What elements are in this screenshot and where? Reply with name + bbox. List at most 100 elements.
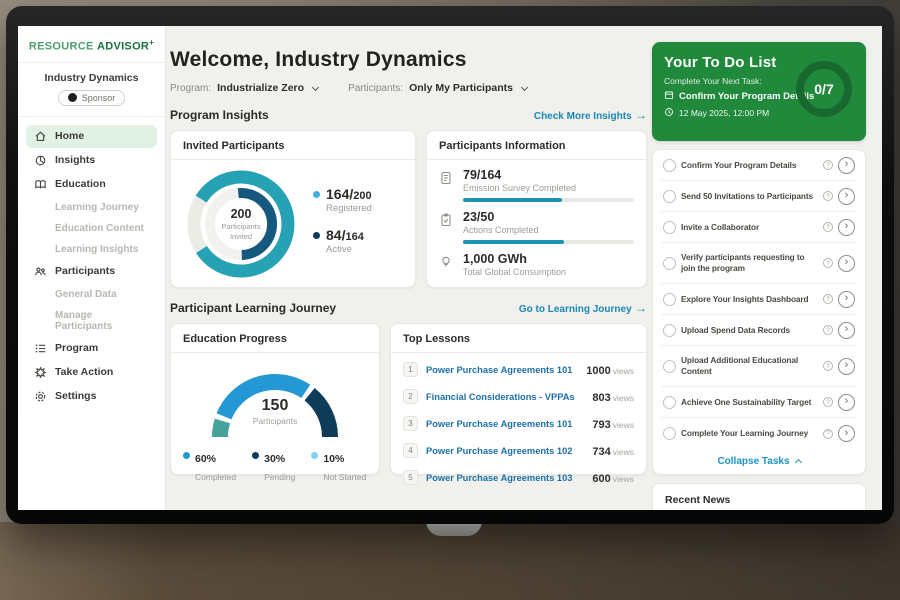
todo-progress-ring: 0/7 — [795, 60, 853, 118]
org-name: Industry Dynamics — [44, 71, 139, 84]
help-icon[interactable] — [823, 361, 833, 371]
lesson-rank: 5 — [403, 470, 418, 485]
sidebar-item-learning-insights[interactable]: Learning Insights — [55, 243, 139, 255]
task-checkbox[interactable] — [663, 359, 676, 373]
sidebar-item-program[interactable]: Program — [26, 337, 157, 360]
clock-icon — [664, 107, 674, 119]
task-checkbox[interactable] — [663, 256, 676, 270]
lesson-title-link[interactable]: Power Purchase Agreements 101 — [426, 364, 573, 375]
legend-label: Registered — [326, 203, 372, 214]
task-row: Send 50 Invitations to Participants — [661, 181, 857, 212]
app-logo: RESOURCE ADVISOR+ — [18, 26, 165, 63]
lesson-title-link[interactable]: Power Purchase Agreements 102 — [426, 445, 573, 456]
go-to-learning-journey-link[interactable]: Go to Learning Journey — [519, 301, 647, 315]
stat-label: Actions Completed — [463, 225, 539, 235]
sidebar-item-manage-participants[interactable]: Manage Participants — [55, 309, 113, 332]
chevron-right-icon[interactable] — [838, 254, 855, 272]
task-label: Achieve One Sustainability Target — [681, 396, 812, 407]
lesson-row: 3 Power Purchase Agreements 101 793 views — [391, 410, 646, 437]
sidebar-item-learning-journey[interactable]: Learning Journey — [55, 201, 139, 213]
task-label: Verify participants requesting to join t… — [681, 252, 805, 273]
calendar-icon — [664, 90, 674, 103]
sidebar-item-insights[interactable]: Insights — [26, 149, 157, 172]
task-checkbox[interactable] — [663, 220, 676, 234]
gauge-center-label: 150 Participants — [185, 397, 365, 426]
education-progress-card: Education Progress 150 Participants 60% C… — [170, 323, 380, 482]
help-icon[interactable] — [823, 222, 833, 232]
legend-dot — [313, 190, 320, 198]
task-checkbox[interactable] — [663, 323, 676, 337]
task-checkbox[interactable] — [663, 395, 676, 409]
sidebar-item-home[interactable]: Home — [26, 124, 157, 148]
check-more-insights-link[interactable]: Check More Insights — [534, 108, 647, 122]
chevron-right-icon[interactable] — [838, 357, 855, 375]
legend-total: 200 — [353, 190, 372, 202]
stat-label: Emission Survey Completed — [463, 183, 577, 193]
lesson-views-suffix: views — [612, 392, 634, 403]
lesson-row: 2 Financial Considerations - VPPAs 803 vi… — [391, 383, 646, 410]
help-icon[interactable] — [823, 397, 833, 407]
sidebar-item-education-content[interactable]: Education Content — [55, 222, 144, 234]
legend-item-registered: 164/200 Registered — [313, 186, 372, 214]
lesson-rank: 1 — [403, 362, 418, 377]
progress-bar — [463, 240, 634, 244]
sidebar-item-participants[interactable]: Participants — [26, 260, 157, 283]
chevron-right-icon[interactable] — [838, 187, 855, 205]
chevron-right-icon[interactable] — [838, 425, 855, 442]
help-icon[interactable] — [823, 191, 833, 201]
chevron-right-icon[interactable] — [838, 218, 855, 236]
survey-icon — [439, 171, 454, 186]
chevron-up-icon — [794, 458, 802, 467]
task-checkbox[interactable] — [663, 427, 676, 440]
program-filter[interactable]: Program: Industrialize Zero — [170, 82, 320, 94]
participants-filter-label: Participants: — [348, 82, 404, 94]
chevron-down-icon — [520, 83, 529, 91]
help-icon[interactable] — [823, 294, 833, 304]
collapse-tasks-link[interactable]: Collapse Tasks — [661, 449, 857, 474]
monitor-stand — [426, 521, 482, 536]
chevron-right-icon[interactable] — [838, 156, 855, 174]
sidebar-item-education[interactable]: Education — [26, 173, 157, 196]
lesson-rank: 2 — [403, 389, 418, 404]
participants-filter[interactable]: Participants: Only My Participants — [348, 82, 529, 94]
lesson-row: 1 Power Purchase Agreements 101 1000 view… — [391, 356, 646, 383]
lesson-title-link[interactable]: Power Purchase Agreements 101 — [426, 418, 573, 429]
sponsor-badge-label: Sponsor — [81, 92, 116, 103]
legend-dot — [183, 452, 190, 459]
sidebar-item-general-data[interactable]: General Data — [55, 288, 117, 300]
section-title: Participant Learning Journey — [170, 301, 337, 315]
participants-information-card: Participants Information 79/164 Emission… — [426, 130, 647, 288]
sidebar-item-take-action[interactable]: Take Action — [26, 361, 157, 384]
lesson-title-link[interactable]: Financial Considerations - VPPAs — [426, 391, 575, 402]
task-row: Complete Your Learning Journey — [661, 418, 857, 449]
invited-donut-chart: 200 Participants Invited — [183, 166, 299, 282]
task-label: Send 50 Invitations to Participants — [681, 190, 814, 201]
legend-dot — [252, 452, 260, 459]
chevron-right-icon[interactable] — [838, 393, 855, 411]
task-row: Verify participants requesting to join t… — [661, 243, 857, 284]
chevron-down-icon — [312, 83, 320, 91]
help-icon[interactable] — [823, 258, 833, 268]
progress-ring-svg — [796, 61, 852, 117]
sidebar-item-settings[interactable]: Settings — [26, 385, 157, 408]
task-checkbox[interactable] — [663, 158, 676, 172]
progress-bar-fill — [463, 240, 564, 244]
help-icon[interactable] — [823, 428, 833, 439]
task-row: Explore Your Insights Dashboard — [661, 284, 857, 315]
task-checkbox[interactable] — [663, 189, 676, 203]
lesson-views: 793 — [592, 418, 611, 431]
lesson-title-link[interactable]: Power Purchase Agreements 103 — [426, 472, 573, 483]
help-icon[interactable] — [823, 325, 833, 335]
task-row: Invite a Collaborator — [661, 212, 857, 243]
task-row: Upload Additional Educational Content — [661, 346, 857, 387]
lesson-row: 4 Power Purchase Agreements 102 734 views — [391, 437, 646, 464]
donut-center-value: 200 — [230, 207, 252, 222]
task-checkbox[interactable] — [663, 292, 676, 306]
page-title: Welcome, Industry Dynamics — [170, 48, 467, 71]
program-insights-section-header: Program Insights Check More Insights — [170, 108, 647, 122]
people-icon — [34, 265, 47, 278]
help-icon[interactable] — [823, 160, 833, 170]
chevron-right-icon[interactable] — [838, 290, 855, 308]
chevron-right-icon[interactable] — [838, 321, 855, 339]
sidebar-nav: Home Insights Education Learning Journey… — [18, 117, 165, 417]
